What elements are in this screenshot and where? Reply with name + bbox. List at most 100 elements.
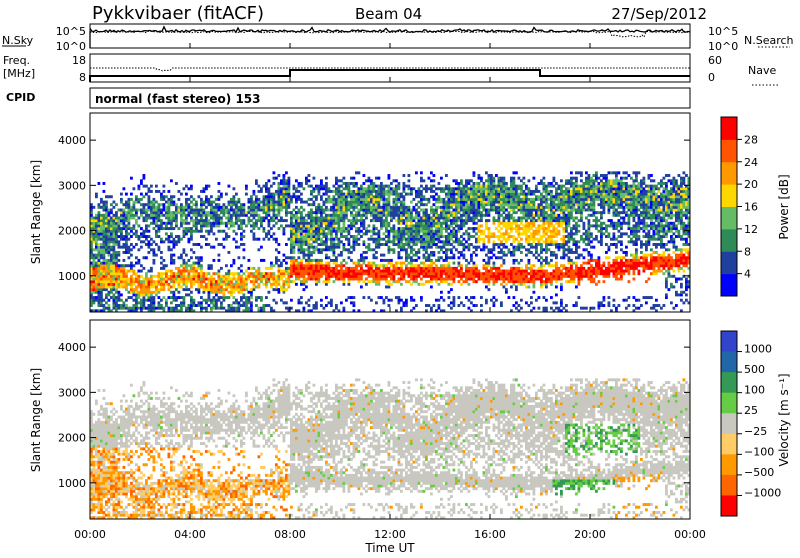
power-cell	[400, 270, 403, 273]
power-cell	[105, 285, 108, 288]
power-cell	[168, 275, 171, 278]
power-cell	[495, 195, 498, 198]
power-cell	[195, 216, 198, 219]
power-cell	[520, 280, 523, 283]
power-cell	[160, 283, 163, 286]
power-cell	[168, 278, 171, 281]
power-cell	[430, 267, 433, 270]
power-cell	[213, 304, 216, 307]
power-cell	[173, 195, 176, 198]
power-cell	[145, 238, 148, 241]
power-cell	[518, 193, 521, 196]
power-cell	[303, 283, 306, 286]
power-cell	[125, 201, 128, 204]
power-cell	[365, 227, 368, 230]
power-cell	[170, 272, 173, 275]
power-cell	[438, 238, 441, 241]
power-cell	[103, 182, 106, 185]
power-cell	[435, 193, 438, 196]
power-cell	[133, 291, 136, 294]
power-cell	[498, 179, 501, 182]
power-cell	[453, 254, 456, 257]
power-cell	[105, 262, 108, 265]
power-cell	[98, 238, 101, 241]
power-cell	[513, 219, 516, 222]
power-cell	[525, 240, 528, 243]
power-cell	[498, 238, 501, 241]
power-cell	[398, 299, 401, 302]
power-cell	[373, 275, 376, 278]
power-cell	[363, 187, 366, 190]
power-cell	[270, 272, 273, 275]
power-cell	[473, 280, 476, 283]
power-cell	[248, 291, 251, 294]
power-cell	[465, 296, 468, 299]
power-cell	[153, 227, 156, 230]
power-cell	[253, 203, 256, 206]
power-cell	[270, 283, 273, 286]
power-cell	[398, 214, 401, 217]
power-cell	[440, 190, 443, 193]
power-cell	[428, 275, 431, 278]
power-cell	[505, 203, 508, 206]
power-cell	[208, 211, 211, 214]
power-cell	[515, 288, 518, 291]
power-cell	[338, 201, 341, 204]
power-cell	[258, 227, 261, 230]
power-cell	[385, 235, 388, 238]
power-cell	[388, 211, 391, 214]
power-cell	[450, 224, 453, 227]
power-cell	[485, 270, 488, 273]
power-cell	[445, 222, 448, 225]
power-cell	[190, 216, 193, 219]
power-cell	[288, 278, 291, 281]
power-cell	[390, 230, 393, 233]
power-cell	[190, 238, 193, 241]
power-cell	[478, 240, 481, 243]
power-cell	[210, 222, 213, 225]
power-cell	[340, 214, 343, 217]
power-cell	[388, 275, 391, 278]
power-cell	[253, 238, 256, 241]
power-cell	[120, 304, 123, 307]
power-cell	[448, 187, 451, 190]
power-cell	[315, 304, 318, 307]
power-cell	[153, 285, 156, 288]
power-cell	[300, 251, 303, 254]
power-cell	[185, 280, 188, 283]
power-cell	[225, 206, 228, 209]
power-cell	[460, 240, 463, 243]
power-cell	[480, 230, 483, 233]
power-cell	[213, 209, 216, 212]
power-cell	[315, 267, 318, 270]
power-cell	[120, 232, 123, 235]
power-cell	[430, 206, 433, 209]
power-cell	[193, 211, 196, 214]
power-cell	[103, 238, 106, 241]
power-cell	[95, 278, 98, 281]
power-cell	[375, 214, 378, 217]
power-cell	[325, 256, 328, 259]
power-cell	[303, 278, 306, 281]
power-cell	[315, 230, 318, 233]
power-cell	[215, 209, 218, 212]
power-cell	[265, 280, 268, 283]
power-cell	[328, 256, 331, 259]
power-cell	[520, 270, 523, 273]
power-cell	[305, 219, 308, 222]
power-cell	[430, 211, 433, 214]
power-cell	[313, 264, 316, 267]
power-cell	[168, 296, 171, 299]
power-cell	[425, 219, 428, 222]
power-cell	[403, 230, 406, 233]
power-cell	[383, 238, 386, 241]
power-cell	[385, 285, 388, 288]
power-cell	[403, 203, 406, 206]
power-cell	[415, 280, 418, 283]
power-cell	[108, 307, 111, 310]
power-cell	[420, 195, 423, 198]
power-cell	[523, 232, 526, 235]
power-cell	[463, 232, 466, 235]
power-cell	[213, 285, 216, 288]
power-cell	[293, 185, 296, 188]
